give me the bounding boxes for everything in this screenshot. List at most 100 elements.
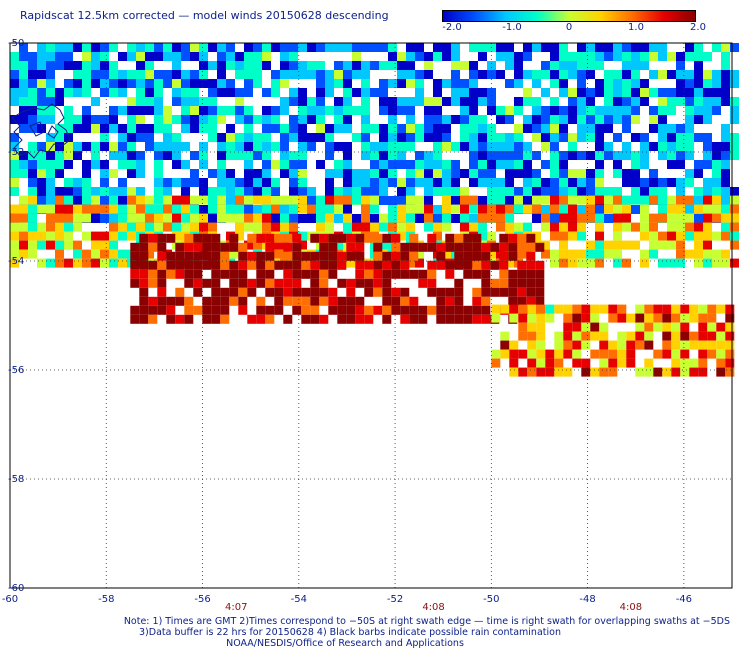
data-cell: [433, 124, 442, 133]
data-cell: [577, 169, 586, 178]
data-cell: [397, 213, 406, 223]
data-cell: [292, 287, 302, 297]
data-cell: [355, 260, 365, 270]
data-cell: [436, 260, 446, 270]
data-cell: [721, 43, 730, 52]
data-cell: [244, 115, 253, 124]
data-cell: [640, 97, 649, 106]
data-cell: [703, 160, 712, 169]
data-cell: [703, 204, 712, 214]
data-cell: [109, 169, 118, 178]
data-cell: [55, 61, 64, 70]
data-cell: [283, 242, 293, 252]
data-cell: [334, 187, 343, 196]
data-cell: [514, 204, 523, 214]
data-cell: [640, 249, 649, 259]
data-cell: [472, 260, 482, 270]
data-cell: [658, 97, 667, 106]
data-cell: [136, 204, 145, 214]
data-cell: [631, 115, 640, 124]
data-cell: [532, 195, 541, 205]
data-cell: [703, 106, 712, 115]
data-cell: [244, 169, 253, 178]
data-cell: [118, 124, 127, 133]
data-cell: [550, 222, 559, 232]
data-cell: [400, 287, 410, 297]
data-cell: [586, 97, 595, 106]
data-cell: [595, 133, 604, 142]
data-cell: [325, 222, 334, 232]
data-cell: [28, 151, 37, 160]
data-cell: [424, 124, 433, 133]
data-cell: [361, 124, 370, 133]
data-cell: [148, 296, 158, 306]
data-cell: [595, 195, 604, 205]
data-cell: [685, 88, 694, 97]
data-cell: [109, 124, 118, 133]
data-cell: [676, 195, 685, 205]
data-cell: [397, 204, 406, 214]
data-cell: [154, 70, 163, 79]
data-cell: [415, 249, 424, 259]
data-cell: [415, 97, 424, 106]
data-cell: [127, 79, 136, 88]
data-cell: [28, 249, 37, 259]
data-cell: [725, 313, 735, 323]
data-cell: [532, 151, 541, 160]
data-cell: [703, 115, 712, 124]
data-cell: [100, 187, 109, 196]
data-cell: [418, 305, 428, 315]
data-cell: [73, 124, 82, 133]
data-cell: [370, 169, 379, 178]
data-cell: [118, 70, 127, 79]
data-cell: [10, 151, 19, 160]
data-cell: [91, 151, 100, 160]
data-cell: [478, 124, 487, 133]
data-cell: [667, 142, 676, 151]
data-cell: [352, 222, 361, 232]
data-cell: [157, 233, 167, 243]
data-cell: [469, 169, 478, 178]
data-cell: [595, 79, 604, 88]
data-cell: [568, 187, 577, 196]
data-cell: [352, 214, 361, 223]
data-cell: [721, 88, 730, 97]
data-cell: [301, 269, 311, 279]
data-cell: [217, 142, 226, 151]
data-cell: [563, 367, 573, 377]
data-cell: [478, 231, 487, 241]
data-cell: [707, 304, 717, 314]
data-cell: [532, 124, 541, 133]
data-cell: [211, 251, 221, 261]
x-tick-label: -56: [194, 594, 210, 605]
data-cell: [343, 142, 352, 151]
data-cell: [163, 195, 172, 205]
data-cell: [64, 222, 73, 232]
data-cell: [166, 269, 176, 279]
data-cell: [523, 187, 532, 196]
data-cell: [163, 124, 172, 133]
data-cell: [64, 106, 73, 115]
data-cell: [608, 349, 618, 359]
data-cell: [595, 142, 604, 151]
data-cell: [523, 88, 532, 97]
data-cell: [694, 160, 703, 169]
data-cell: [604, 142, 613, 151]
data-cell: [28, 79, 37, 88]
data-cell: [694, 115, 703, 124]
data-cell: [82, 249, 91, 259]
data-cell: [658, 142, 667, 151]
data-cell: [235, 61, 244, 70]
data-cell: [581, 367, 591, 377]
data-cell: [46, 52, 55, 61]
data-cell: [271, 115, 280, 124]
data-cell: [730, 43, 739, 52]
data-cell: [310, 269, 320, 279]
data-cell: [154, 187, 163, 196]
data-cell: [631, 169, 640, 178]
data-cell: [64, 231, 73, 241]
data-cell: [163, 79, 172, 88]
data-cell: [721, 97, 730, 106]
data-cell: [382, 305, 392, 315]
y-tick-label: -54: [8, 256, 24, 267]
